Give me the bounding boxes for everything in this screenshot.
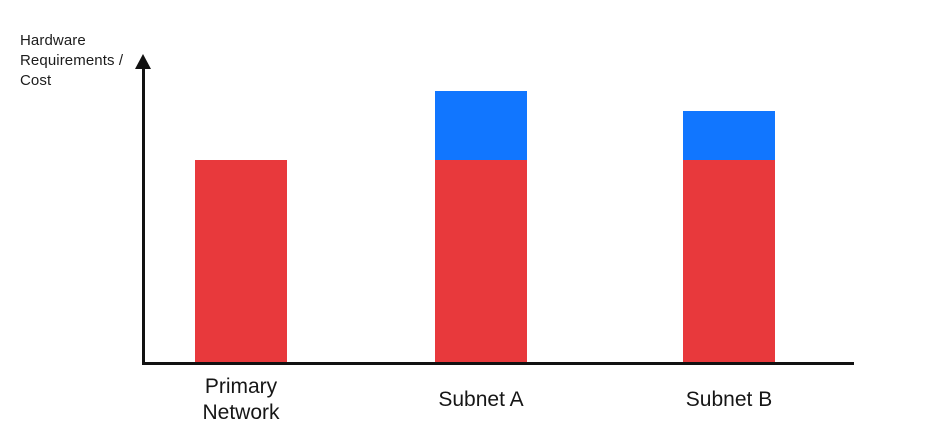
y-axis-arrowhead-icon (135, 54, 151, 69)
bar-segment-blue-subnet-a (435, 90, 527, 161)
bar-segment-red-primary-network (195, 160, 287, 364)
category-label-primary-network: Primary Network (151, 372, 331, 428)
category-label-subnet-a: Subnet A (391, 372, 571, 428)
bar-segment-red-subnet-a (435, 160, 527, 364)
y-axis-label-line-1: Hardware (20, 32, 86, 49)
y-axis-line (142, 62, 145, 365)
y-axis-label-line-3: Cost (20, 72, 52, 89)
bar-segment-red-subnet-b (683, 160, 775, 364)
y-axis-label-line-2: Requirements / (20, 52, 124, 69)
category-label-subnet-b: Subnet B (639, 372, 819, 428)
y-axis-label: Hardware Requirements / Cost (20, 31, 123, 91)
category-label-text: Subnet B (685, 388, 773, 411)
category-label-text: Subnet A (438, 388, 524, 411)
x-axis-line (142, 362, 854, 365)
category-label-text: Primary Network (202, 375, 280, 424)
bar-segment-blue-subnet-b (683, 110, 775, 161)
